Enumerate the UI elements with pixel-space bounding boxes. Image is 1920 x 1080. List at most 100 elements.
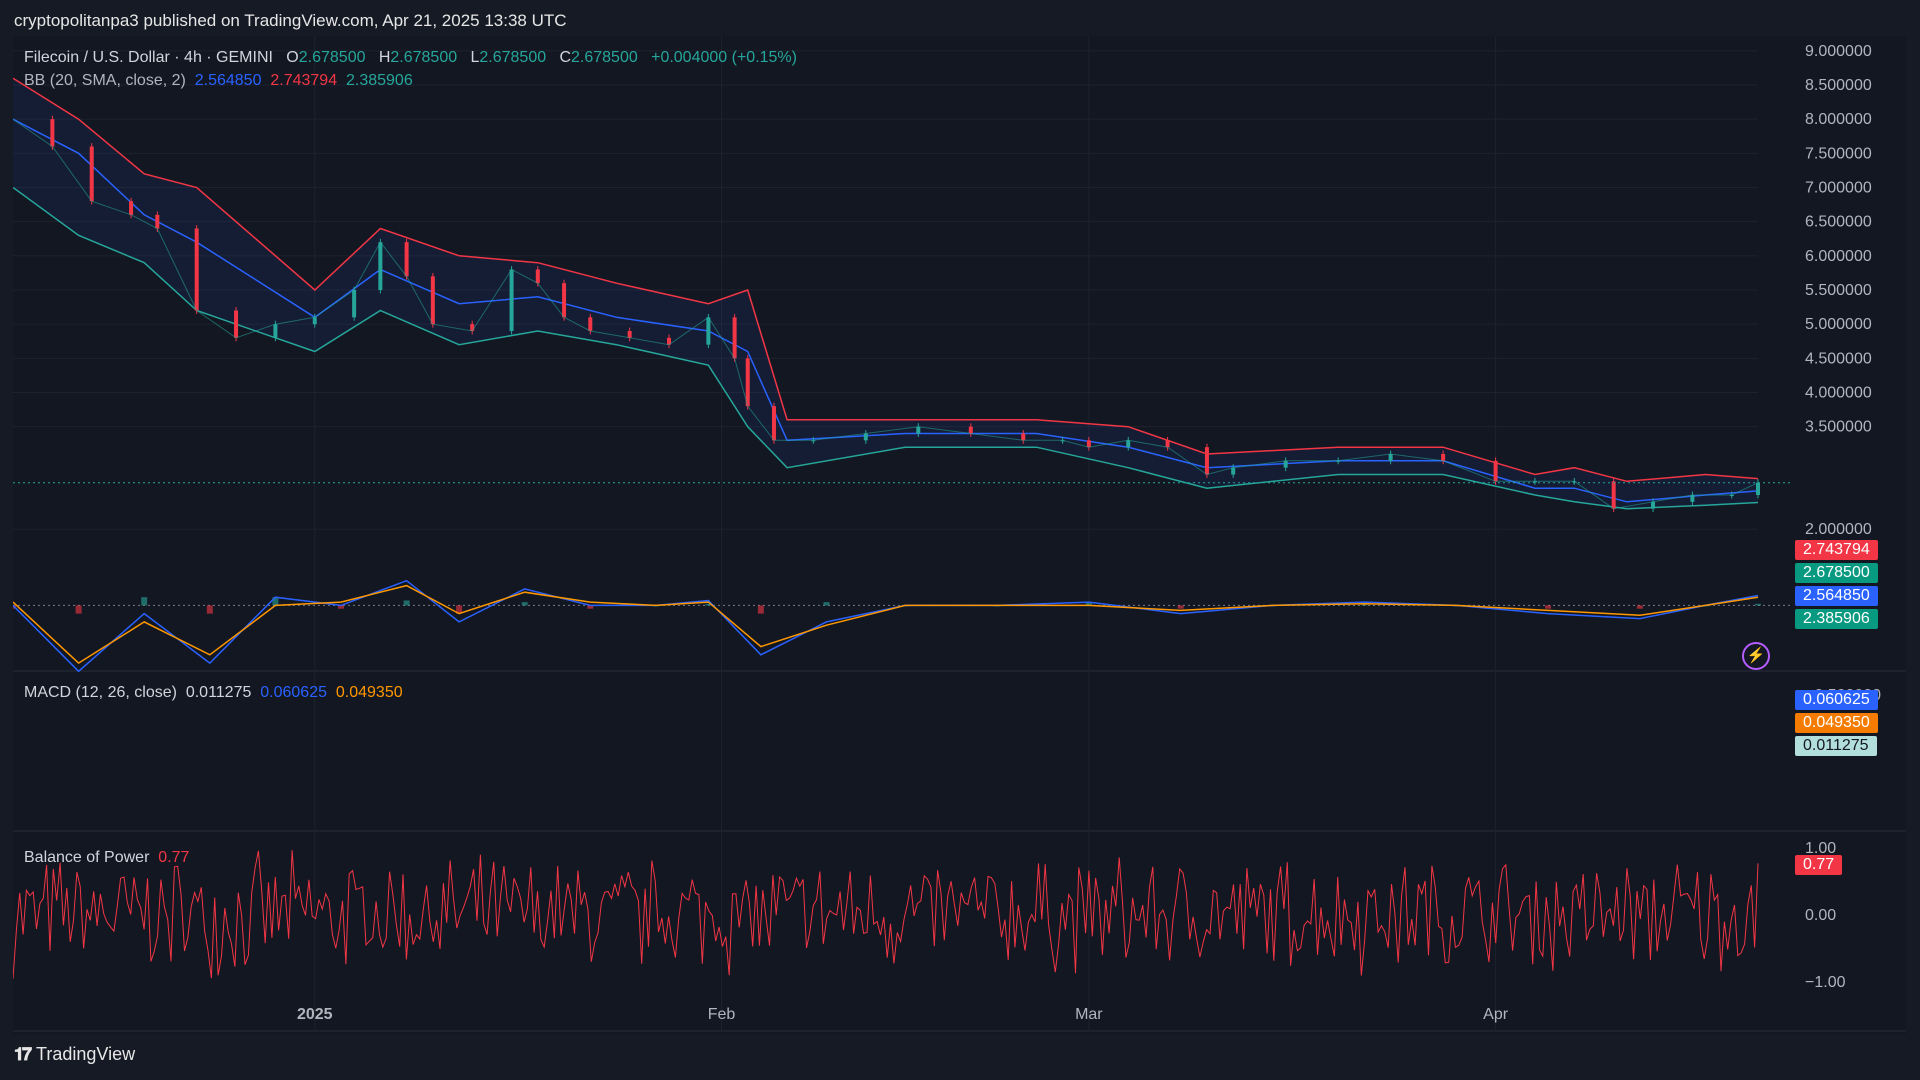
candle-body — [352, 290, 357, 318]
y-tick-label: 7.000000 — [1805, 180, 1872, 197]
y-tick-label: 5.000000 — [1805, 316, 1872, 333]
candle-body — [470, 324, 475, 331]
candle-body — [745, 358, 750, 407]
candle-body — [1336, 460, 1341, 462]
chart-canvas[interactable]: 9.000000 8.500000 8.000000 7.500000 7.000000… — [13, 36, 1906, 1034]
brand-name: TradingView — [36, 1044, 136, 1064]
bop-line — [13, 850, 1759, 979]
tag-macd-line: 0.060625 — [1795, 690, 1878, 710]
bb-band-fill — [13, 78, 1758, 509]
tag-macd-hist: 0.011275 — [1795, 736, 1877, 756]
y-tick-label: 6.500000 — [1805, 214, 1872, 231]
bb-upper-value: 2.743794 — [270, 72, 338, 89]
tag-bb-lower: 2.385906 — [1795, 609, 1878, 629]
bb-label: BB (20, SMA, close, 2) — [24, 72, 186, 89]
candle-body — [968, 426, 973, 434]
candle-body — [129, 201, 134, 215]
y-tick-label: 4.000000 — [1805, 385, 1872, 402]
y-tick-label: 2.000000 — [1805, 521, 1872, 538]
candle-body — [732, 317, 737, 359]
candle-body — [1126, 440, 1131, 448]
x-tick-label: Apr — [1483, 1006, 1509, 1023]
candle-body — [1651, 501, 1656, 509]
macd-line — [13, 579, 1759, 673]
candle-body — [1493, 460, 1498, 482]
bop-label: Balance of Power — [24, 849, 150, 866]
low-value: 2.678500 — [479, 49, 547, 66]
y-tick-label: 8.500000 — [1805, 77, 1872, 94]
price-pane — [13, 77, 1793, 513]
candle-body — [509, 269, 514, 331]
bop-pane — [13, 850, 1759, 979]
candle-body — [312, 317, 317, 325]
bop-y-tick-label: −1.00 — [1805, 974, 1846, 991]
candle-body — [811, 440, 816, 442]
bop-value: 0.77 — [158, 849, 190, 866]
candle-body — [588, 317, 593, 331]
candle-body — [89, 146, 94, 202]
candle-body — [1532, 481, 1537, 483]
x-tick-label: 2025 — [297, 1006, 333, 1023]
x-tick-label: Mar — [1075, 1006, 1103, 1023]
macd-pane — [13, 579, 1793, 673]
bb-lower-line — [13, 186, 1759, 510]
candle-body — [1165, 440, 1170, 448]
bb-basis-value: 2.564850 — [194, 72, 262, 89]
close-value: 2.678500 — [571, 49, 638, 66]
tag-bop: 0.77 — [1795, 855, 1843, 875]
candle-body — [627, 331, 632, 338]
bop-legend: Balance of Power 0.77 — [24, 849, 189, 867]
y-tick-label: 8.000000 — [1805, 111, 1872, 128]
macd-hist-bar — [1361, 603, 1368, 606]
publisher-header: cryptopolitanpa3 published on TradingVie… — [14, 11, 567, 30]
symbol-title: Filecoin / U.S. Dollar · 4h · GEMINI — [24, 49, 273, 66]
y-tick-label: 4.500000 — [1805, 350, 1872, 367]
close-line — [13, 118, 1759, 510]
candle-body — [50, 119, 55, 147]
lightning-icon[interactable]: ⚡ — [1742, 642, 1770, 670]
change-value: +0.004000 (+0.15%) — [651, 49, 797, 66]
candle-body — [1690, 495, 1695, 502]
tag-close: 2.678500 — [1795, 563, 1878, 583]
candle-body — [273, 324, 278, 338]
macd-label: MACD (12, 26, close) — [24, 684, 177, 701]
candle-body — [706, 317, 711, 345]
macd-hist-bar — [141, 597, 148, 606]
macd-hist-bar — [338, 605, 345, 609]
bop-y-tick-label: 1.00 — [1805, 840, 1836, 857]
macd-hist-bar — [1177, 605, 1184, 609]
macd-hist-bar — [1636, 605, 1643, 609]
tag-bb-upper: 2.743794 — [1795, 540, 1878, 560]
y-tick-label: 3.500000 — [1805, 419, 1872, 436]
y-tick-label: 5.500000 — [1805, 282, 1872, 299]
macd-hist-bar — [705, 603, 712, 606]
candle-body — [1388, 454, 1393, 461]
candle-body — [404, 242, 409, 277]
macd-line-value: 0.060625 — [260, 684, 327, 701]
candle-body — [234, 310, 239, 338]
candle-body — [667, 337, 672, 345]
candle-body — [1756, 482, 1760, 495]
candle-body — [1086, 440, 1091, 448]
macd-hist-bar — [521, 602, 528, 606]
y-tick-label: 9.000000 — [1805, 43, 1872, 60]
candle-body — [535, 269, 540, 284]
macd-hist-bar — [1755, 603, 1761, 606]
footer-brand: 𝟏𝟕 TradingView — [14, 1044, 135, 1065]
y-tick-label: 7.500000 — [1805, 145, 1872, 162]
candle-body — [378, 242, 383, 290]
macd-hist-bar — [1545, 605, 1552, 609]
chart-frame[interactable]: 9.000000 8.500000 8.000000 7.500000 7.000000… — [13, 36, 1906, 1034]
macd-hist-bar — [403, 600, 410, 606]
macd-hist-bar — [587, 605, 594, 609]
bop-y-tick-label: 0.00 — [1805, 907, 1836, 924]
candle-body — [1441, 454, 1446, 461]
macd-hist-bar — [757, 605, 764, 614]
open-value: 2.678500 — [298, 49, 366, 66]
tag-bb-basis: 2.564850 — [1795, 586, 1878, 606]
high-value: 2.678500 — [390, 49, 458, 66]
candle-body — [430, 276, 435, 325]
candle-body — [1231, 467, 1236, 475]
candle-body — [1611, 481, 1616, 509]
candle-body — [194, 228, 199, 311]
